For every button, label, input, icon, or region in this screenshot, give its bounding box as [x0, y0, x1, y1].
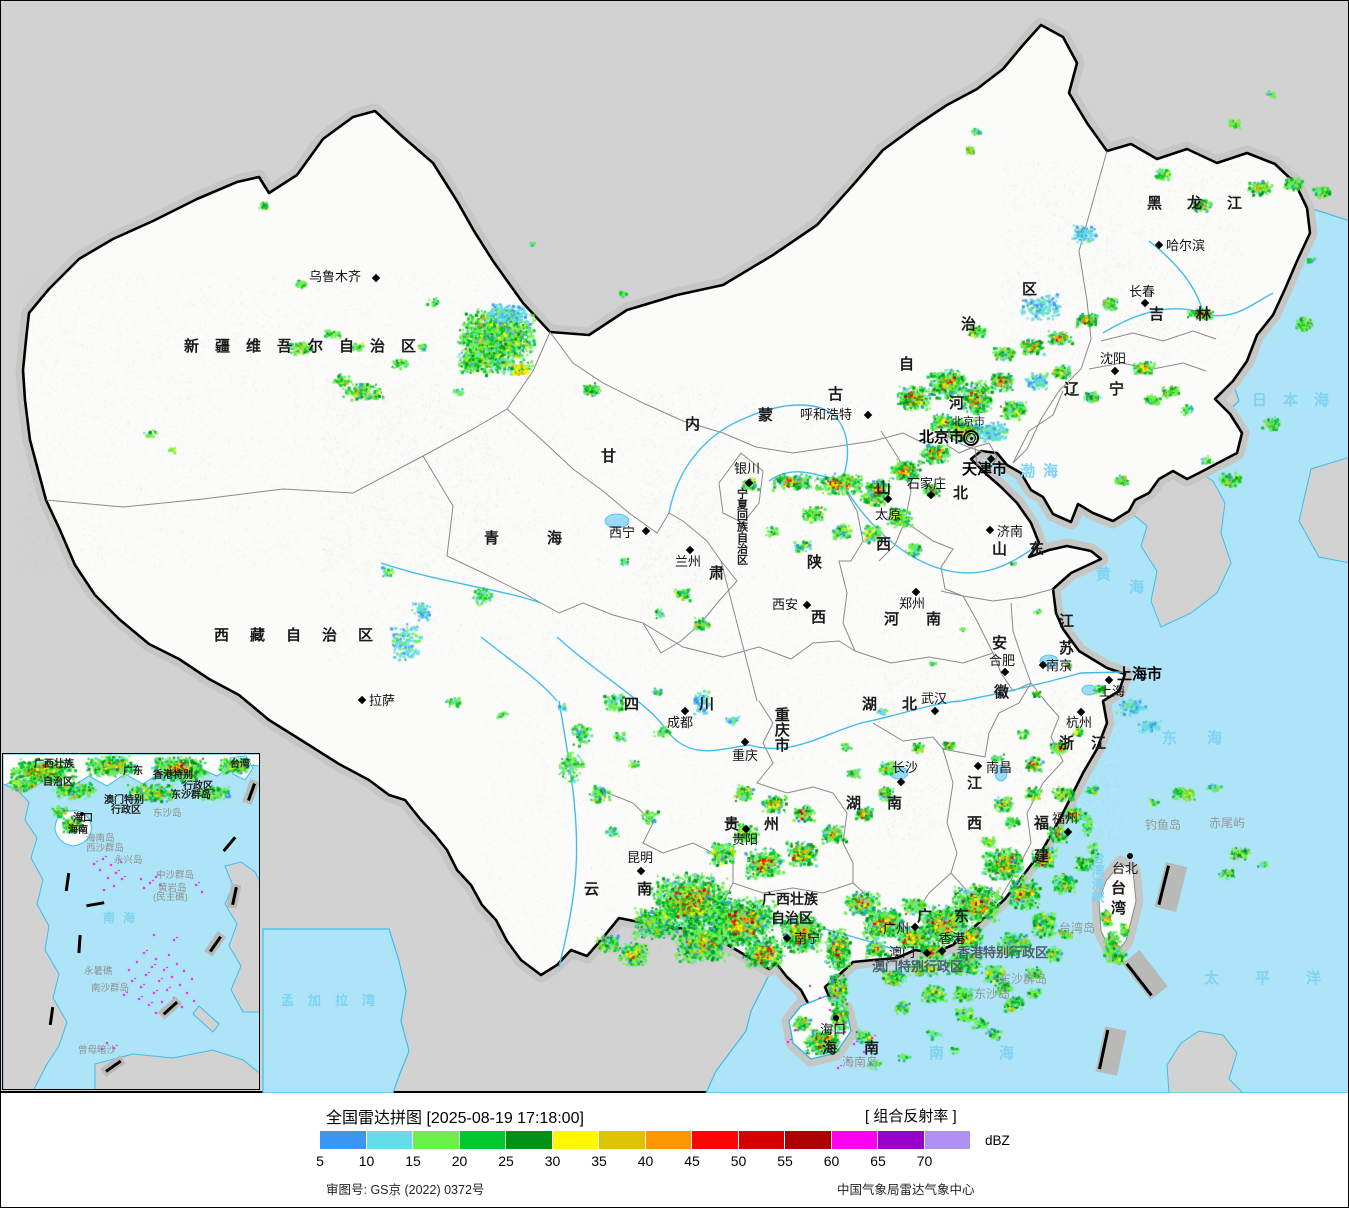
inset-label: 澳门特别: [104, 795, 144, 806]
legend-tick-value: 65: [870, 1153, 886, 1169]
inset-label: 海南: [68, 825, 88, 836]
inset-city-marker: [80, 812, 84, 816]
legend-tick-value: 25: [498, 1153, 514, 1169]
legend-color-swatch: [506, 1131, 552, 1149]
inset-label: 香港特别: [153, 770, 193, 781]
legend-tick-value: 35: [591, 1153, 607, 1169]
legend-tick-value: 60: [823, 1153, 840, 1169]
inset-dash: [86, 901, 105, 907]
inset-label: 东沙岛: [153, 808, 182, 819]
inset-dash: [64, 872, 70, 892]
inset-label: 海口: [73, 813, 93, 824]
legend-color-swatch: [645, 1131, 691, 1149]
inset-label: 西沙群岛: [86, 843, 125, 854]
inset-dash: [77, 934, 82, 954]
inset-label: 海南岛: [86, 833, 115, 844]
agency-credit: 中国气象局雷达气象中心: [837, 1183, 975, 1197]
inset-label: 中沙群岛: [156, 870, 195, 881]
china-radar-map: 新疆维吾尔自治区 西藏自治区 青海甘肃内蒙古自治区陕西山西河北山东 河南 湖北 湖南江西江…: [1, 1, 1348, 1093]
inset-label: 台湾: [230, 759, 250, 770]
inset-label: 南海: [103, 911, 144, 925]
legend-tick-value: 70: [916, 1153, 933, 1169]
inset-label: 永暑礁: [84, 966, 113, 977]
inset-label: 东沙群岛: [171, 790, 211, 801]
reflectivity-colorbar: [320, 1131, 971, 1149]
legend-tick-value: 40: [637, 1153, 654, 1169]
legend-tick-value: 5: [316, 1153, 324, 1169]
inset-dash: [222, 836, 236, 852]
inset-label: 行政区: [111, 805, 141, 816]
legend-tick-value: 10: [358, 1153, 375, 1169]
legend-title: 全国雷达拼图 [2025-08-19 17:18:00]: [326, 1110, 584, 1127]
inset-dash: [48, 1006, 54, 1026]
inset-label: 广东: [123, 766, 143, 777]
inset-label: 曾母暗沙: [78, 1045, 117, 1056]
legend-color-swatch: [785, 1131, 831, 1149]
legend-tick-value: 30: [544, 1153, 561, 1169]
legend-color-swatch: [599, 1131, 645, 1149]
inset-label: 行政区: [183, 781, 213, 792]
legend-tick-value: 20: [451, 1153, 468, 1169]
inset-label: 黄岩岛: [158, 883, 187, 894]
legend-color-swatch: [459, 1131, 505, 1149]
inset-label: 广西壮族: [34, 759, 74, 770]
legend-tick-value: 45: [684, 1153, 700, 1169]
unit-label: dBZ: [985, 1133, 1010, 1148]
legend-tick-value: 50: [730, 1153, 747, 1169]
inset-label: 自治区: [43, 777, 73, 788]
legend-color-swatch: [738, 1131, 784, 1149]
legend-tick-value: 15: [405, 1153, 421, 1169]
legend-color-swatch: [878, 1131, 924, 1149]
inset-label: 南沙群岛: [91, 983, 130, 994]
legend-color-swatch: [320, 1131, 366, 1149]
legend-color-swatch: [692, 1131, 738, 1149]
legend-color-swatch: [924, 1131, 970, 1149]
legend-color-swatch: [366, 1131, 412, 1149]
product-label: [ 组合反射率 ]: [865, 1108, 957, 1125]
legend-color-swatch: [831, 1131, 877, 1149]
legend-panel: 全国雷达拼图 [2025-08-19 17:18:00] [ 组合反射率 ] 5…: [1, 1095, 1348, 1207]
map-approval-number: 审图号: GS京 (2022) 0372号: [326, 1183, 485, 1197]
inset-label: 永兴岛: [114, 855, 143, 866]
colorbar-ticks: 5 10 15 20 25 30 35 40 45 50 55 60 65 70: [1, 1153, 1348, 1171]
inset-label: (民主礁): [153, 892, 188, 903]
legend-color-swatch: [552, 1131, 598, 1149]
legend-color-swatch: [413, 1131, 459, 1149]
inset-radar-layer: [3, 754, 259, 1089]
legend-tick-value: 55: [777, 1153, 793, 1169]
south-china-sea-inset-map: 广西壮族 自治区 广东 台湾 香港特别 行政区 澳门特别 行政区 东沙群岛 东沙岛 海口 海南 海南岛西…: [2, 753, 260, 1090]
inset-labels-layer: 广西壮族 自治区 广东 台湾 香港特别 行政区 澳门特别 行政区 东沙群岛 东沙岛 海口 海南 海南岛西…: [3, 754, 259, 1089]
